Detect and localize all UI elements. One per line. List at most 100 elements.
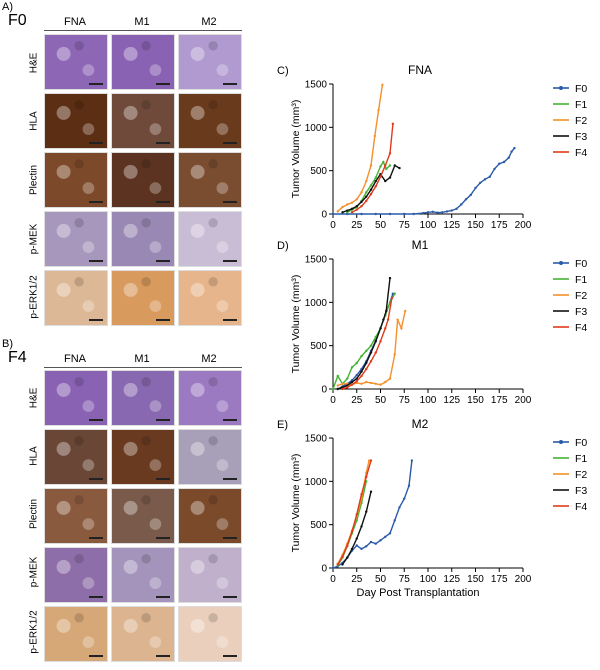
data-point-m1-f3 xyxy=(382,318,385,321)
data-point-fna-f0 xyxy=(507,156,510,159)
x-tick-label-m2: 75 xyxy=(399,574,411,585)
data-point-fna-f3 xyxy=(341,211,344,214)
scale-bar xyxy=(156,419,170,421)
data-point-m2-f0 xyxy=(374,542,377,545)
data-point-m1-f3 xyxy=(374,340,377,343)
scale-bar xyxy=(156,478,170,480)
data-point-fna-f0 xyxy=(331,212,335,216)
data-point-fna-f3 xyxy=(346,209,349,212)
data-point-fna-f3 xyxy=(384,179,387,183)
micrograph-b-he-m1 xyxy=(111,370,175,426)
data-point-fna-f0 xyxy=(436,211,439,214)
data-point-m1-f3 xyxy=(385,309,388,313)
data-point-m1-f4 xyxy=(384,327,387,330)
data-point-fna-f4 xyxy=(374,185,377,188)
panel-letter-m1: D) xyxy=(277,240,289,252)
panel-letter-fna: C) xyxy=(277,65,289,77)
y-tick-label-m2: 0 xyxy=(321,564,327,575)
y-axis-label-fna: Tumor Volume (mm³) xyxy=(290,100,302,199)
scale-bar xyxy=(223,478,237,480)
data-point-m1-f4 xyxy=(369,360,373,363)
scale-bar xyxy=(156,201,170,203)
scale-bar xyxy=(223,419,237,421)
data-point-m2-f4 xyxy=(355,513,358,516)
data-point-fna-f3 xyxy=(388,176,392,179)
x-tick-label-m1: 175 xyxy=(491,395,508,406)
data-point-m2-f4 xyxy=(360,493,363,496)
scale-bar xyxy=(223,142,237,144)
data-point-fna-f0 xyxy=(513,146,516,150)
data-point-m2-f3 xyxy=(341,563,344,566)
data-point-fna-f0 xyxy=(483,178,487,181)
data-point-m1-f2 xyxy=(369,381,373,385)
data-point-fna-f0 xyxy=(502,160,506,164)
x-axis-label-m2: Day Post Transplantation xyxy=(357,587,480,599)
data-point-fna-f0 xyxy=(431,210,434,214)
y-tick-label-fna: 1500 xyxy=(305,80,328,91)
series-line-m1-f0 xyxy=(337,293,394,390)
x-tick-label-m1: 100 xyxy=(420,395,437,406)
series-line-m1-f4 xyxy=(342,297,393,390)
micrograph-a-pmek-m1 xyxy=(111,211,175,267)
x-tick-label-fna: 100 xyxy=(420,220,437,231)
data-point-m2-f0 xyxy=(407,484,411,487)
data-point-m1-f2 xyxy=(379,383,382,386)
data-point-fna-f2 xyxy=(341,205,344,209)
legend-label-m1-f4: F4 xyxy=(575,322,587,334)
data-point-fna-f1 xyxy=(388,164,392,167)
series-line-fna-f2 xyxy=(337,84,384,212)
data-point-m2-f0 xyxy=(331,566,335,570)
data-point-fna-f0 xyxy=(374,212,377,216)
data-point-m1-f4 xyxy=(390,296,394,300)
x-tick-label-m2: 100 xyxy=(420,574,437,585)
legend-label-m2-f0: F0 xyxy=(575,437,587,449)
x-tick-label-m2: 175 xyxy=(491,574,508,585)
micrograph-b-perk12-m2 xyxy=(178,606,242,662)
data-point-m1-f2 xyxy=(341,382,344,385)
data-point-fna-f2 xyxy=(377,108,380,112)
data-point-m2-f0 xyxy=(379,539,382,542)
series-line-m2-f4 xyxy=(337,460,372,565)
x-tick-label-m1: 75 xyxy=(399,395,411,406)
data-point-m1-f1 xyxy=(355,361,358,365)
data-point-m2-f4 xyxy=(350,530,354,533)
series-line-fna-f4 xyxy=(351,123,394,213)
data-point-fna-f0 xyxy=(422,211,425,215)
data-point-fna-f4 xyxy=(369,192,373,196)
series-line-fna-f0 xyxy=(333,147,516,215)
data-point-m1-f1 xyxy=(393,292,396,295)
legend-label-fna-f3: F3 xyxy=(575,131,587,143)
micrograph-a-hla-fna xyxy=(44,93,108,149)
micrograph-b-hla-fna xyxy=(44,429,108,485)
legend-label-m2-f1: F1 xyxy=(575,453,587,465)
series-line-m2-f3 xyxy=(341,491,372,565)
data-point-m1-f4 xyxy=(350,383,354,386)
x-tick-label-fna: 150 xyxy=(467,220,484,231)
chart-title-m1: M1 xyxy=(412,238,429,252)
data-point-m2-f0 xyxy=(403,497,406,500)
scale-bar xyxy=(89,655,103,657)
x-tick-label-m2: 125 xyxy=(443,574,460,585)
data-point-fna-f1 xyxy=(382,160,385,164)
data-point-fna-f2 xyxy=(355,198,358,201)
data-point-fna-f3 xyxy=(398,166,401,170)
micrograph-a-perk12-fna xyxy=(44,270,108,326)
data-point-fna-f0 xyxy=(493,167,496,171)
data-point-fna-f0 xyxy=(455,207,458,210)
micrograph-a-he-m1 xyxy=(111,34,175,90)
data-point-m2-f0 xyxy=(365,545,368,548)
x-tick-label-fna: 50 xyxy=(375,220,387,231)
micrograph-a-hla-m1 xyxy=(111,93,175,149)
data-point-m2-f0 xyxy=(393,519,396,522)
scale-bar xyxy=(156,655,170,657)
chart-title-fna: FNA xyxy=(408,63,432,77)
data-point-fna-f3 xyxy=(374,179,377,183)
scale-bar xyxy=(223,319,237,321)
column-head-fna-b: FNA xyxy=(64,353,86,365)
data-point-fna-f0 xyxy=(426,211,430,214)
legend-label-fna-f1: F1 xyxy=(575,99,587,111)
column-head-m2-b: M2 xyxy=(201,353,217,365)
micrograph-a-plectin-fna xyxy=(44,152,108,208)
data-point-m1-f1 xyxy=(360,354,363,358)
